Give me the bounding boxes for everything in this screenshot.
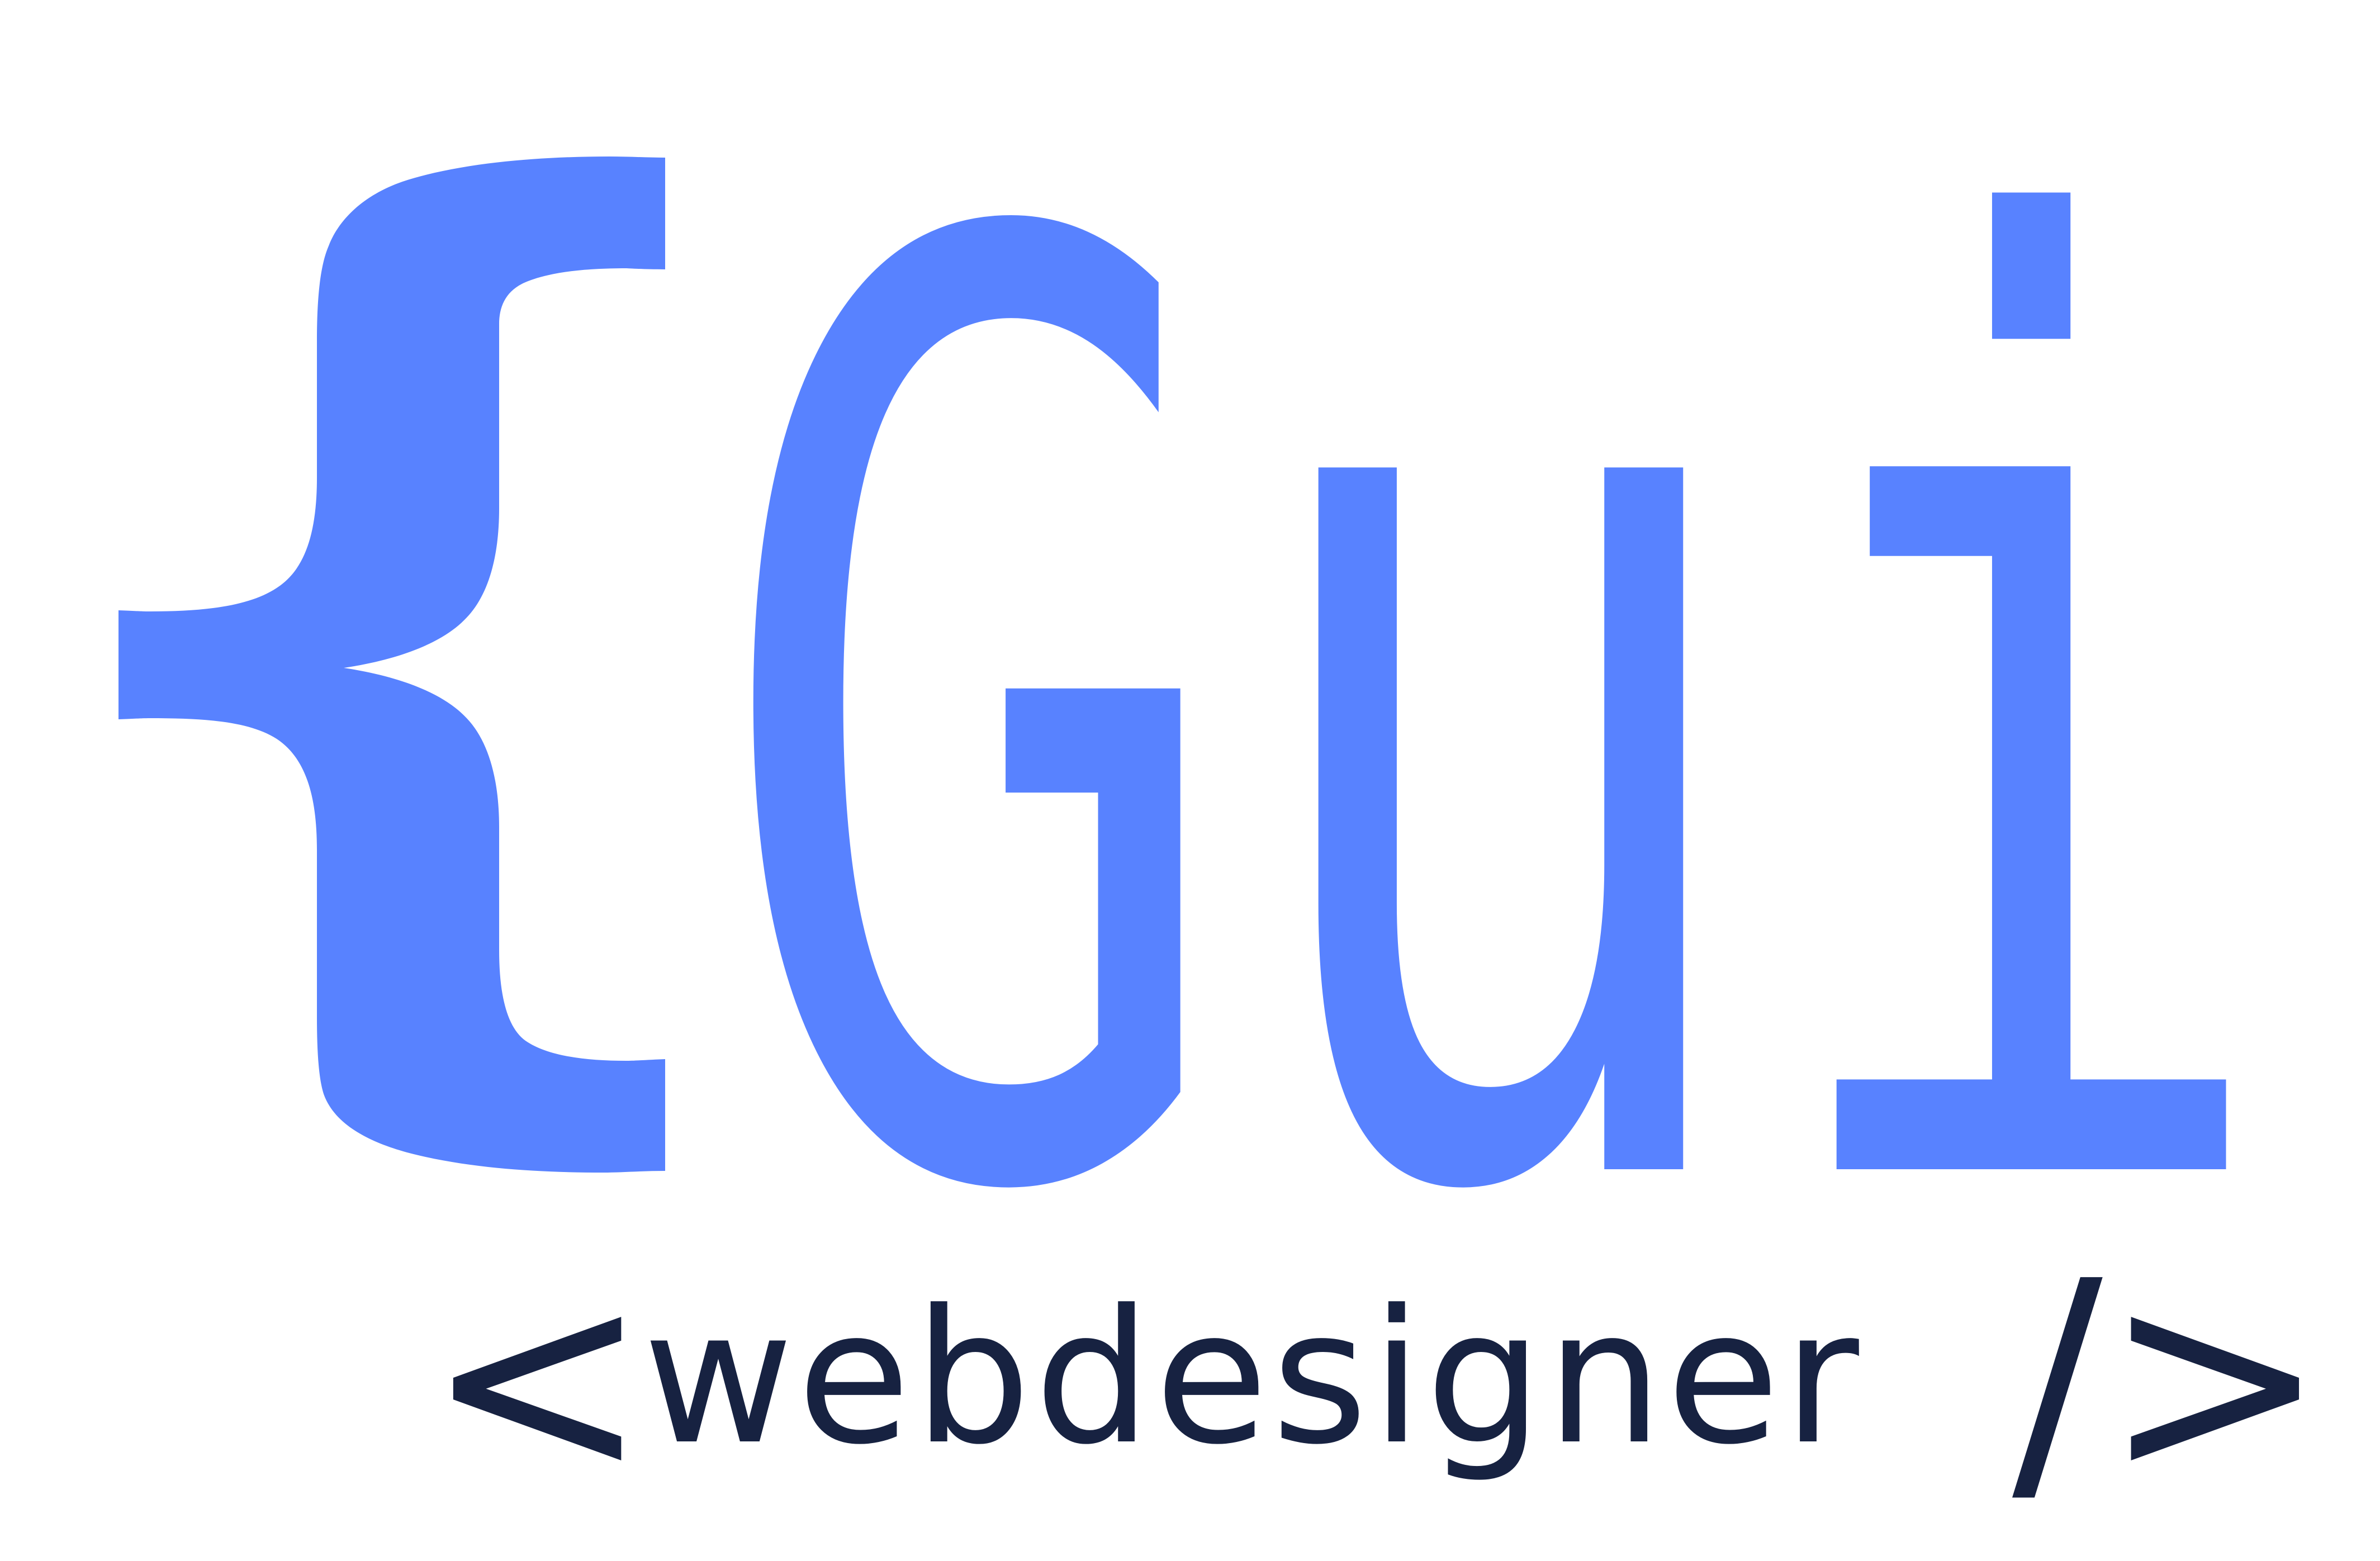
close-bracket: />: [2012, 1224, 2327, 1536]
left-curly-brace-icon: [118, 156, 665, 1173]
open-angle-bracket: <: [425, 1224, 650, 1536]
tagline-word: webdesigner: [643, 1270, 1862, 1485]
tagline: < webdesigner />: [425, 1246, 2359, 1531]
main-text: Gui: [710, 0, 2286, 1473]
